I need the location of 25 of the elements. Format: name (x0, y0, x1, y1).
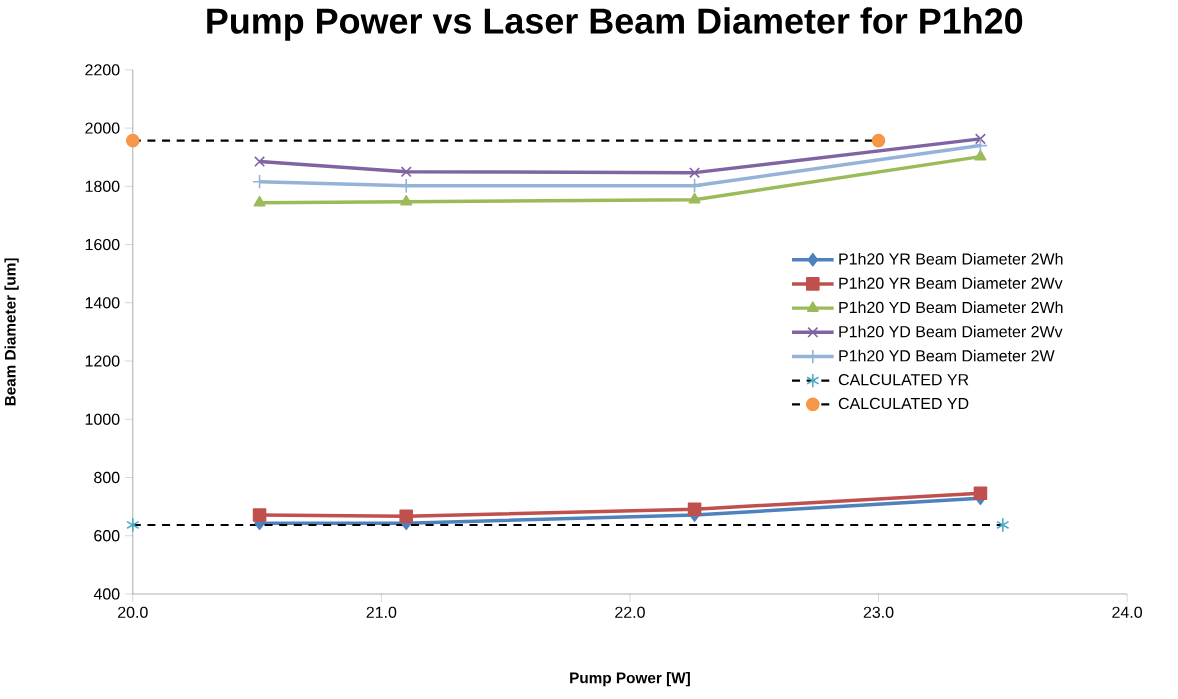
chart-title: Pump Power vs Laser Beam Diameter for P1h20 (207, 7, 1023, 41)
legend-label: P1h20 YD Beam Diameter 2W (839, 349, 1055, 362)
x-tick-label: 22.0 (615, 606, 645, 619)
legend-label: P1h20 YD Beam Diameter 2Wv (839, 325, 1063, 338)
legend-label: P1h20 YD Beam Diameter 2Wh (839, 301, 1063, 314)
y-axis-title: Beam Diameter [um] (4, 258, 19, 406)
y-tick-label: 400 (93, 588, 120, 600)
legend-label: P1h20 YR Beam Diameter 2Wv (839, 277, 1063, 289)
y-tick-label: 2000 (85, 122, 120, 134)
y-tick-label: 1200 (85, 355, 120, 367)
y-tick-label: 1800 (85, 180, 120, 193)
x-axis-title: Pump Power [W] (570, 672, 690, 687)
x-tick-label: 20.0 (118, 606, 148, 619)
y-tick-label: 1000 (85, 413, 120, 426)
y-tick-label: 1400 (85, 297, 120, 309)
x-tick-label: 23.0 (863, 606, 894, 619)
y-tick-label: 2200 (85, 64, 120, 76)
x-tick-label: 24.0 (1112, 606, 1143, 619)
y-tick-label: 600 (94, 530, 120, 542)
legend-label: CALCULATED YR (838, 374, 969, 386)
legend-label: P1h20 YR Beam Diameter 2Wh (839, 253, 1063, 265)
legend-label: CALCULATED YD (838, 397, 969, 410)
y-tick-label: 1600 (85, 239, 120, 251)
x-tick-label: 21.0 (366, 606, 397, 619)
y-tick-label: 800 (94, 471, 120, 484)
